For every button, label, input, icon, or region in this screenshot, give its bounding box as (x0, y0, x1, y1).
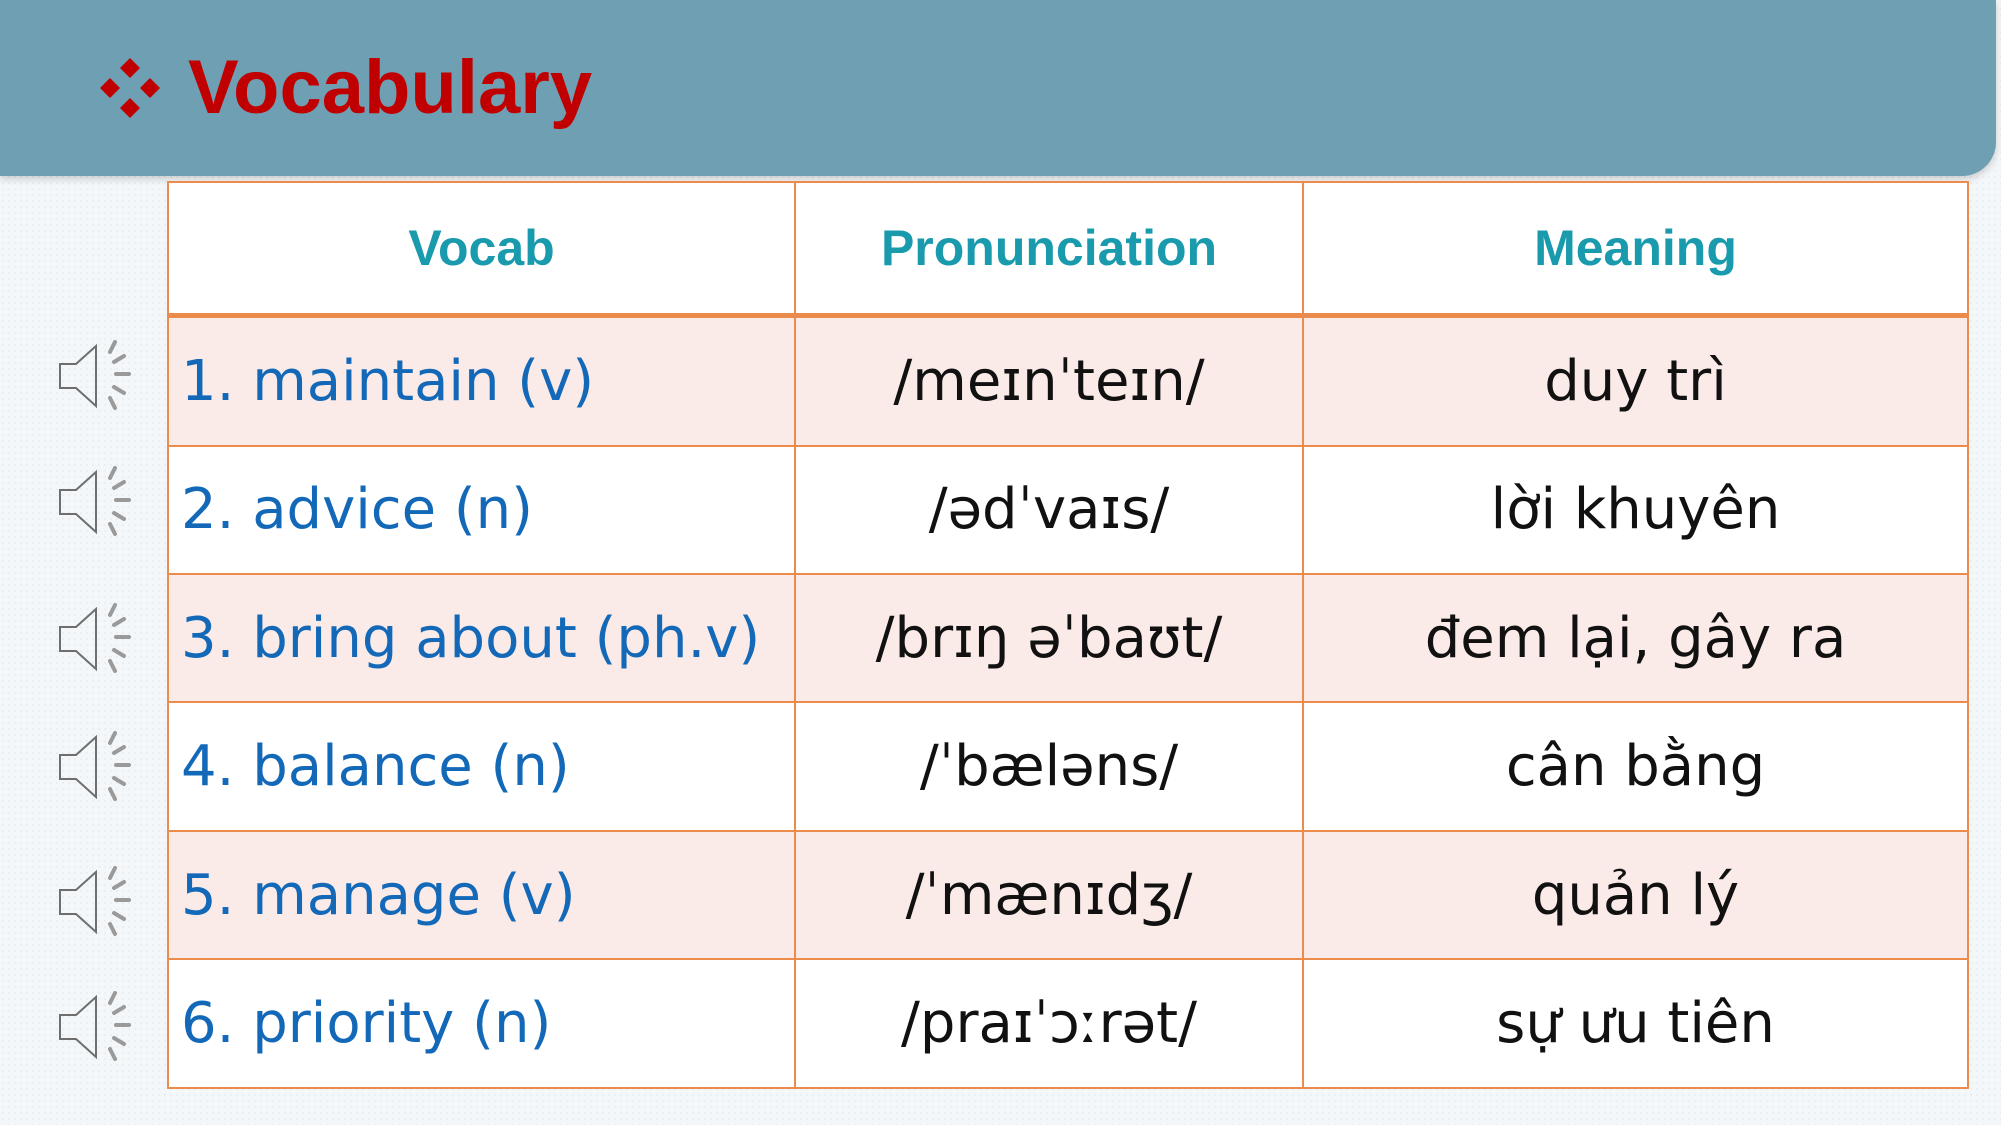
meaning-cell: cân bằng (1302, 701, 1969, 832)
slide-title: Vocabulary (188, 45, 593, 130)
title-banner: Vocabulary (0, 0, 1996, 176)
speaker-icon[interactable] (54, 860, 138, 944)
table-header-row: Vocab Pronunciation Meaning (167, 181, 1969, 318)
vocab-cell: 1. maintain (v) (167, 314, 796, 447)
vocab-cell: 2. advice (n) (167, 444, 796, 575)
column-header-vocab: Vocab (167, 181, 796, 318)
pronunciation-cell: /ˈmænɪdʒ/ (794, 829, 1304, 961)
column-header-pronunciation: Pronunciation (794, 181, 1304, 318)
vocab-cell: 3. bring about (ph.v) (167, 572, 796, 704)
vocab-cell: 4. balance (n) (167, 701, 796, 832)
meaning-cell: duy trì (1302, 314, 1969, 447)
table-row: 3. bring about (ph.v) /brɪŋ əˈbaʊt/ đem … (167, 572, 1969, 704)
pronunciation-cell: /ˈbæləns/ (794, 701, 1304, 832)
meaning-cell: đem lại, gây ra (1302, 572, 1969, 704)
table-row: 4. balance (n) /ˈbæləns/ cân bằng (167, 701, 1969, 832)
pronunciation-cell: /ədˈvaɪs/ (794, 444, 1304, 575)
pronunciation-cell: /praɪˈɔːrət/ (794, 958, 1304, 1089)
vocab-cell: 5. manage (v) (167, 829, 796, 961)
pronunciation-cell: /meɪnˈteɪn/ (794, 314, 1304, 447)
table-row: 5. manage (v) /ˈmænɪdʒ/ quản lý (167, 829, 1969, 961)
speaker-icon[interactable] (54, 597, 138, 681)
speaker-icon[interactable] (54, 460, 138, 544)
meaning-cell: lời khuyên (1302, 444, 1969, 575)
meaning-cell: quản lý (1302, 829, 1969, 961)
vocab-cell: 6. priority (n) (167, 958, 796, 1089)
pronunciation-cell: /brɪŋ əˈbaʊt/ (794, 572, 1304, 704)
diamond-bullet-icon (100, 58, 160, 118)
meaning-cell: sự ưu tiên (1302, 958, 1969, 1089)
table-row: 6. priority (n) /praɪˈɔːrət/ sự ưu tiên (167, 958, 1969, 1089)
speaker-icon[interactable] (54, 334, 138, 418)
table-row: 1. maintain (v) /meɪnˈteɪn/ duy trì (167, 314, 1969, 447)
column-header-meaning: Meaning (1302, 181, 1969, 318)
speaker-icon[interactable] (54, 985, 138, 1069)
table-row: 2. advice (n) /ədˈvaɪs/ lời khuyên (167, 444, 1969, 575)
speaker-icon[interactable] (54, 725, 138, 809)
vocabulary-table: Vocab Pronunciation Meaning 1. maintain … (167, 181, 1969, 1089)
